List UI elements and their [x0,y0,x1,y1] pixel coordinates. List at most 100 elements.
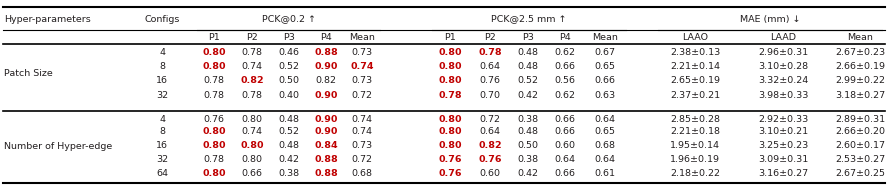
Text: P2: P2 [484,33,496,42]
Text: 32: 32 [156,156,168,165]
Text: 0.78: 0.78 [242,47,263,56]
Text: 0.80: 0.80 [439,114,462,123]
Text: 0.80: 0.80 [439,47,462,56]
Text: 0.64: 0.64 [594,156,615,165]
Text: 0.80: 0.80 [439,128,462,137]
Text: 0.80: 0.80 [242,114,263,123]
Text: 0.72: 0.72 [352,156,372,165]
Text: P1: P1 [208,33,220,42]
Text: Configs: Configs [145,15,179,24]
Text: 2.38±0.13: 2.38±0.13 [670,47,720,56]
Text: 2.92±0.33: 2.92±0.33 [757,114,808,123]
Text: P1: P1 [444,33,456,42]
Text: 0.76: 0.76 [439,169,462,179]
Text: 0.42: 0.42 [518,169,538,179]
Text: 3.10±0.21: 3.10±0.21 [758,128,808,137]
Text: 0.74: 0.74 [350,62,374,70]
Text: 0.38: 0.38 [279,169,299,179]
Text: 0.80: 0.80 [202,128,226,137]
Text: 64: 64 [156,169,168,179]
Text: Mean: Mean [592,33,618,42]
Text: 3.98±0.33: 3.98±0.33 [757,91,808,99]
Text: 0.90: 0.90 [314,91,337,99]
Text: 3.25±0.23: 3.25±0.23 [757,142,808,151]
Text: 0.56: 0.56 [554,76,575,85]
Text: Hyper-parameters: Hyper-parameters [4,15,91,24]
Text: PCK@2.5 mm ↑: PCK@2.5 mm ↑ [491,15,567,24]
Text: 2.96±0.31: 2.96±0.31 [758,47,808,56]
Text: 1.95±0.14: 1.95±0.14 [670,142,720,151]
Text: 0.48: 0.48 [518,128,538,137]
Text: 16: 16 [156,142,168,151]
Text: 3.18±0.27: 3.18±0.27 [835,91,885,99]
Text: 8: 8 [159,128,165,137]
Text: 16: 16 [156,76,168,85]
Text: 0.48: 0.48 [279,142,299,151]
Text: 0.48: 0.48 [518,62,538,70]
Text: 3.32±0.24: 3.32±0.24 [757,76,808,85]
Text: 0.82: 0.82 [240,76,264,85]
Text: 0.78: 0.78 [203,91,225,99]
Text: 0.66: 0.66 [554,169,575,179]
Text: 0.76: 0.76 [480,76,501,85]
Text: 0.90: 0.90 [314,62,337,70]
Text: 0.80: 0.80 [202,47,226,56]
Text: 0.64: 0.64 [594,114,615,123]
Text: 0.76: 0.76 [203,114,225,123]
Text: Number of Hyper-edge: Number of Hyper-edge [4,142,112,151]
Text: 0.80: 0.80 [439,142,462,151]
Text: 0.64: 0.64 [554,156,575,165]
Text: 0.66: 0.66 [554,128,575,137]
Text: 0.62: 0.62 [554,91,575,99]
Text: 0.80: 0.80 [202,62,226,70]
Text: 0.88: 0.88 [314,47,337,56]
Text: 4: 4 [159,114,165,123]
Text: P3: P3 [522,33,534,42]
Text: 3.10±0.28: 3.10±0.28 [758,62,808,70]
Text: 0.48: 0.48 [518,47,538,56]
Text: 0.66: 0.66 [242,169,263,179]
Text: 0.38: 0.38 [518,114,538,123]
Text: 0.60: 0.60 [554,142,575,151]
Text: 0.88: 0.88 [314,169,337,179]
Text: 0.42: 0.42 [279,156,299,165]
Text: 0.52: 0.52 [279,128,299,137]
Text: 0.80: 0.80 [242,156,263,165]
Text: 0.40: 0.40 [279,91,299,99]
Text: 0.74: 0.74 [242,128,263,137]
Text: 0.48: 0.48 [279,114,299,123]
Text: 0.52: 0.52 [279,62,299,70]
Text: 0.50: 0.50 [279,76,299,85]
Text: 0.74: 0.74 [352,114,372,123]
Text: 0.80: 0.80 [439,76,462,85]
Text: 0.84: 0.84 [314,142,337,151]
Text: 8: 8 [159,62,165,70]
Text: 0.76: 0.76 [479,156,502,165]
Text: 0.76: 0.76 [439,156,462,165]
Text: 0.80: 0.80 [439,62,462,70]
Text: LAAD: LAAD [770,33,796,42]
Text: 0.82: 0.82 [315,76,337,85]
Text: 0.90: 0.90 [314,128,337,137]
Text: 2.18±0.22: 2.18±0.22 [670,169,720,179]
Text: 0.68: 0.68 [594,142,615,151]
Text: 1.96±0.19: 1.96±0.19 [670,156,720,165]
Text: 2.21±0.14: 2.21±0.14 [670,62,720,70]
Text: 2.85±0.28: 2.85±0.28 [670,114,720,123]
Text: Mean: Mean [847,33,873,42]
Text: 0.62: 0.62 [554,47,575,56]
Text: 2.66±0.19: 2.66±0.19 [835,62,885,70]
Text: 2.60±0.17: 2.60±0.17 [835,142,885,151]
Text: 0.74: 0.74 [352,128,372,137]
Text: 2.66±0.20: 2.66±0.20 [835,128,885,137]
Text: 0.52: 0.52 [518,76,538,85]
Text: P2: P2 [246,33,258,42]
Text: 0.61: 0.61 [594,169,615,179]
Text: 0.73: 0.73 [352,47,373,56]
Text: 0.64: 0.64 [480,62,501,70]
Text: 3.09±0.31: 3.09±0.31 [757,156,808,165]
Text: 2.53±0.27: 2.53±0.27 [835,156,885,165]
Text: Patch Size: Patch Size [4,69,52,78]
Text: 3.16±0.27: 3.16±0.27 [758,169,808,179]
Text: 2.67±0.25: 2.67±0.25 [835,169,885,179]
